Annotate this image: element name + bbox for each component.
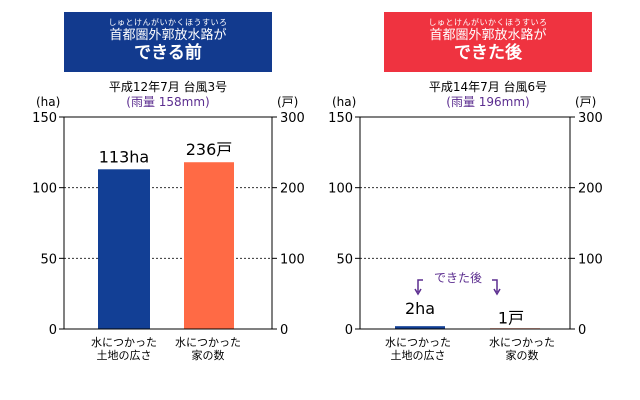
- right-arrow-head: [493, 288, 501, 296]
- after-chart: 0 50 100 150 0 100 200 300 (ha) (戸) 2ha 1戸 できた後: [328, 95, 603, 338]
- right-tick-label: 100: [578, 252, 603, 267]
- bar-1: [184, 162, 234, 329]
- header-ruby: しゅとけんがいかくほうすいろ: [428, 18, 548, 27]
- rainfall-label: (雨量 158mm): [126, 95, 210, 109]
- left-tick-label: 50: [336, 252, 353, 267]
- left-tick-label: 0: [49, 323, 57, 338]
- right-tick-label: 0: [280, 323, 288, 338]
- after-panel: しゅとけんがいかくほうすいろ 首都圏外郭放水路が できた後 平成14年7月 台風…: [320, 0, 640, 400]
- header-line2: できた後: [454, 43, 522, 63]
- rainfall-label: (雨量 196mm): [446, 95, 530, 109]
- header-line2: できる前: [134, 43, 202, 63]
- bar-0: [395, 326, 445, 329]
- before-chart: 0 50 100 150 0 100 200 300 (ha) (戸) 113ha 236戸: [32, 95, 305, 338]
- after-annotation: できた後: [434, 271, 482, 285]
- typhoon-title: 平成12年7月 台風3号: [108, 80, 228, 94]
- before-header: しゅとけんがいかくほうすいろ 首都圏外郭放水路が できる前: [64, 12, 272, 72]
- header-line1: 首都圏外郭放水路が: [109, 28, 227, 43]
- category-label-houses: 水につかった 家の数: [489, 336, 555, 362]
- left-tick-label: 150: [32, 111, 57, 126]
- category-label-area: 水につかった 土地の広さ: [91, 336, 157, 362]
- right-bracket-arrow: [492, 279, 498, 292]
- right-axis-unit: (戸): [575, 95, 596, 109]
- left-tick-label: 100: [32, 182, 57, 197]
- plot-frame: [63, 116, 273, 330]
- left-tick-label: 50: [40, 252, 57, 267]
- category-label-houses: 水につかった 家の数: [175, 336, 241, 362]
- after-header: しゅとけんがいかくほうすいろ 首都圏外郭放水路が できた後: [384, 12, 592, 72]
- right-tick-label: 200: [280, 182, 305, 197]
- left-axis-unit: (ha): [332, 95, 356, 109]
- left-tick-label: 150: [328, 111, 353, 126]
- header-line1: 首都圏外郭放水路が: [429, 28, 547, 43]
- typhoon-title: 平成14年7月 台風6号: [428, 80, 548, 94]
- left-tick-label: 0: [345, 323, 353, 338]
- value-label-1: 236戸: [186, 140, 233, 159]
- right-tick-label: 300: [280, 111, 305, 126]
- value-label-0: 113ha: [99, 147, 149, 166]
- right-tick-label: 100: [280, 252, 305, 267]
- right-tick-label: 200: [578, 182, 603, 197]
- left-arrow-head: [414, 288, 422, 296]
- before-panel: しゅとけんがいかくほうすいろ 首都圏外郭放水路が できる前 平成12年7月 台風…: [32, 12, 305, 362]
- value-label-0: 2ha: [405, 299, 435, 318]
- plot-frame: [359, 116, 571, 330]
- right-axis-unit: (戸): [277, 95, 298, 109]
- bar-0: [98, 169, 150, 329]
- left-bracket-arrow: [417, 279, 423, 292]
- left-tick-label: 100: [328, 182, 353, 197]
- value-label-1: 1戸: [498, 308, 524, 327]
- category-label-area: 水につかった 土地の広さ: [385, 336, 451, 362]
- right-tick-label: 300: [578, 111, 603, 126]
- left-axis-unit: (ha): [36, 95, 60, 109]
- right-tick-label: 0: [578, 323, 586, 338]
- header-ruby: しゅとけんがいかくほうすいろ: [108, 18, 228, 27]
